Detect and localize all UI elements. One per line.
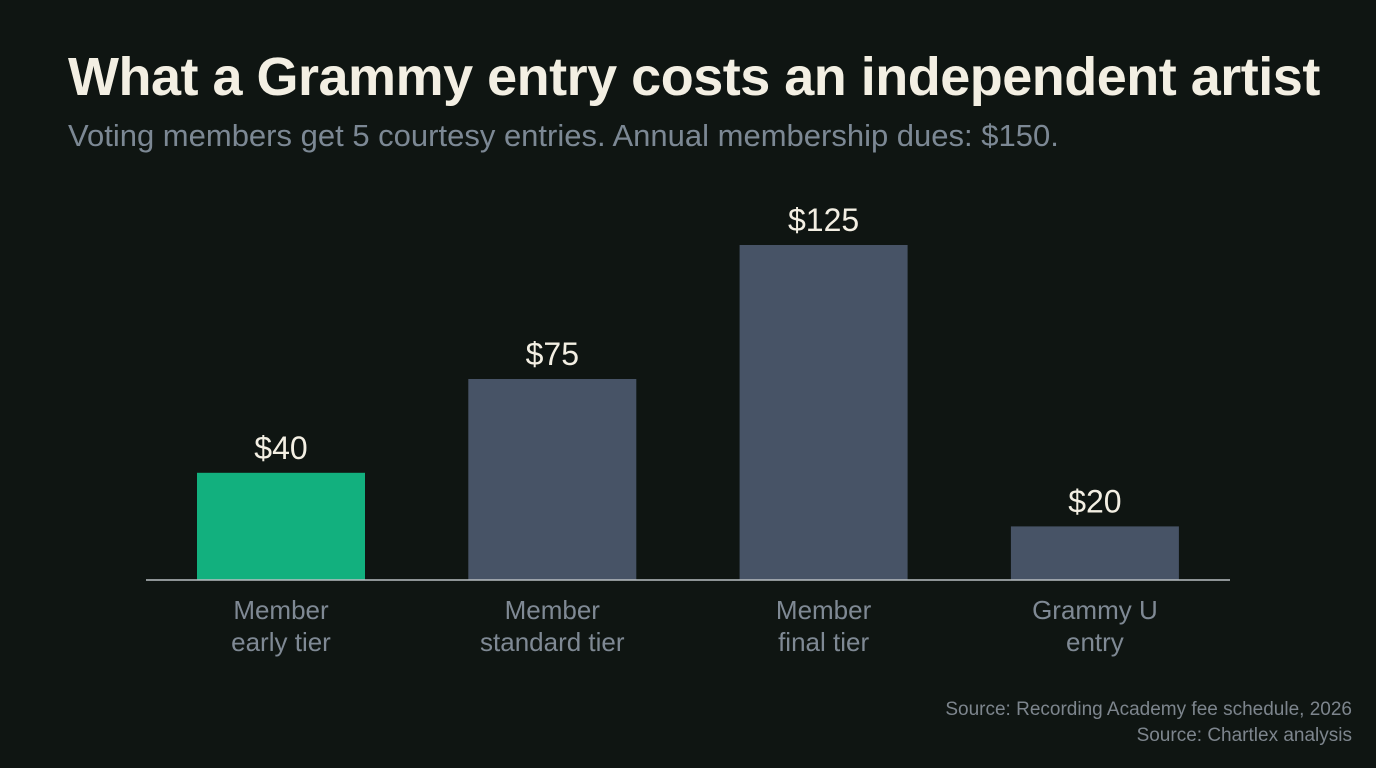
category-label: early tier: [231, 627, 331, 657]
category-label: Member: [233, 595, 329, 625]
bar-value-label: $125: [788, 202, 859, 238]
category-label: Grammy U: [1032, 595, 1158, 625]
bar: [197, 472, 365, 580]
bar-value-label: $20: [1068, 483, 1121, 519]
bar-value-label: $75: [526, 336, 579, 372]
category-label: Member: [776, 595, 872, 625]
source-note-2: Source: Chartlex analysis: [1136, 725, 1352, 746]
bar: [739, 245, 908, 580]
category-label: standard tier: [480, 627, 625, 657]
chart-title: What a Grammy entry costs an independent…: [68, 47, 1320, 107]
bar: [1010, 526, 1179, 580]
category-label: final tier: [778, 627, 869, 657]
bar-value-label: $40: [254, 430, 307, 466]
source-note-1: Source: Recording Academy fee schedule, …: [945, 699, 1352, 720]
category-label: Member: [505, 595, 601, 625]
bar: [468, 379, 637, 580]
chart-subtitle: Voting members get 5 courtesy entries. A…: [68, 118, 1059, 153]
category-label: entry: [1066, 627, 1124, 657]
